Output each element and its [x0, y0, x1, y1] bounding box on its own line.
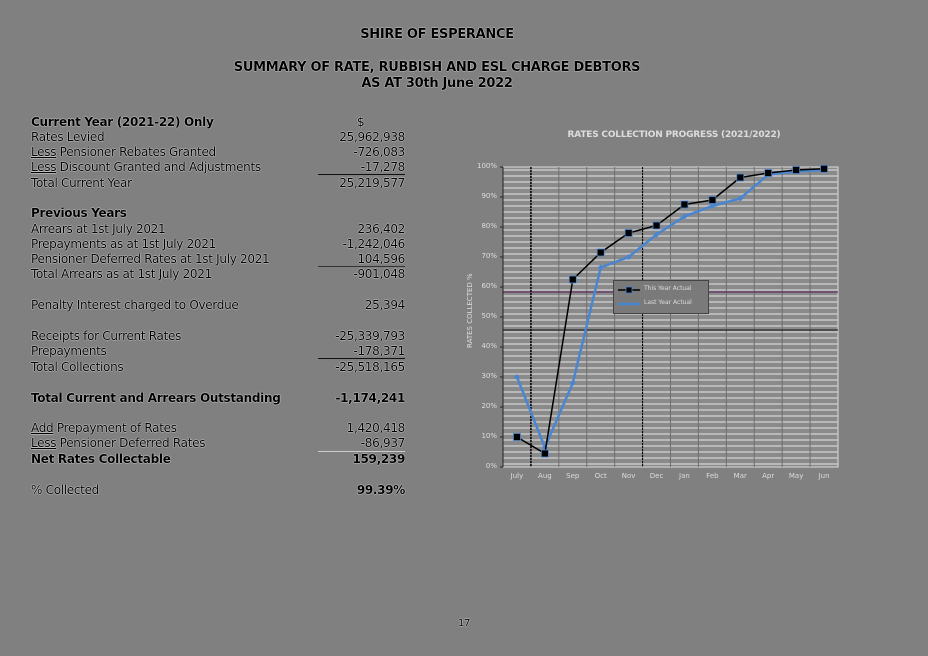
y-tick-label: 80%: [481, 222, 497, 230]
outstanding-label: Total Current and Arrears Outstanding: [31, 391, 281, 405]
x-tick-label: Oct: [594, 472, 607, 480]
current-year-heading: Current Year (2021-22) Only: [31, 115, 214, 129]
rates-levied-label: Rates Levied: [31, 130, 105, 144]
total-collections-value: -25,518,165: [335, 360, 405, 374]
legend-item-last-year: Last Year Actual: [618, 299, 708, 309]
arrears-value: 236,402: [357, 222, 405, 236]
x-tick-label: Aug: [538, 472, 552, 480]
divider: [318, 451, 405, 452]
report-date: AS AT 30th June 2022: [361, 76, 513, 91]
y-tick-label: 90%: [481, 192, 497, 200]
penalty-value: 25,394: [364, 298, 406, 312]
chart-legend: This Year Actual Last Year Actual: [613, 280, 709, 314]
less-deferred-label: Less Pensioner Deferred Rates: [31, 436, 206, 450]
total-collections-label: Total Collections: [31, 360, 124, 374]
outstanding-value: -1,174,241: [335, 391, 405, 405]
discount-label: Less Discount Granted and Adjustments: [31, 160, 261, 174]
y-tick-label: 20%: [481, 402, 497, 410]
chart-title: RATES COLLECTION PROGRESS (2021/2022): [567, 130, 781, 140]
x-tick-label: July: [510, 472, 524, 480]
x-tick-label: Dec: [649, 472, 664, 480]
y-tick-label: 60%: [481, 282, 497, 290]
legend-item-this-year: This Year Actual: [618, 285, 708, 295]
legend-line-icon: [618, 302, 640, 306]
rates-levied-value: 25,962,938: [339, 130, 405, 144]
x-tick-label: Nov: [621, 472, 636, 480]
net-rates-label: Net Rates Collectable: [31, 452, 171, 466]
prepayments-label: Prepayments as at 1st July 2021: [31, 237, 216, 251]
penalty-label: Penalty Interest charged to Overdue: [31, 298, 239, 312]
pensioner-rebates-label: Less Pensioner Rebates Granted: [31, 145, 216, 159]
total-arrears-value: -901,048: [353, 267, 405, 281]
total-current-year-label: Total Current Year: [31, 176, 132, 190]
page-number: 17: [458, 618, 471, 629]
deferred-rates-value: 104,596: [357, 252, 405, 266]
divider: [318, 358, 405, 359]
divider: [318, 174, 405, 175]
y-tick-label: 100%: [476, 162, 497, 170]
y-tick-label: 30%: [481, 372, 497, 380]
x-tick-label: Sep: [566, 472, 580, 480]
y-tick-label: 70%: [481, 252, 497, 260]
currency-symbol: $: [357, 115, 365, 129]
pensioner-rebates-value: -726,083: [353, 145, 405, 159]
percent-collected-label: % Collected: [31, 483, 99, 497]
y-tick-label: 50%: [481, 312, 497, 320]
divider: [318, 266, 405, 267]
x-tick-label: Feb: [706, 472, 719, 480]
net-rates-value: 159,239: [352, 452, 405, 466]
arrears-label: Arrears at 1st July 2021: [31, 222, 166, 236]
receipts-value: -25,339,793: [335, 329, 405, 343]
discount-value: -17,278: [360, 160, 406, 174]
x-tick-label: Jan: [679, 472, 690, 480]
less-deferred-value: -86,937: [360, 436, 406, 450]
previous-years-heading: Previous Years: [31, 206, 127, 220]
add-prepayment-value: 1,420,418: [346, 421, 406, 435]
collection-prepayments-label: Prepayments: [31, 344, 107, 358]
x-tick-label: May: [788, 472, 804, 480]
total-current-year-value: 25,219,577: [339, 176, 405, 190]
x-tick-label: Mar: [733, 472, 747, 480]
org-name: SHIRE OF ESPERANCE: [360, 27, 514, 42]
add-prepayment-label: Add Prepayment of Rates: [31, 421, 177, 435]
x-tick-label: Apr: [762, 472, 775, 480]
prepayments-value: -1,242,046: [342, 237, 406, 251]
report-title: SUMMARY OF RATE, RUBBISH AND ESL CHARGE …: [233, 60, 641, 75]
percent-collected-value: 99.39%: [356, 483, 405, 497]
y-tick-label: 40%: [481, 342, 497, 350]
receipts-label: Receipts for Current Rates: [31, 329, 182, 343]
y-tick-label: 10%: [481, 432, 497, 440]
deferred-rates-label: Pensioner Deferred Rates at 1st July 202…: [31, 252, 270, 266]
y-tick-label: 0%: [485, 462, 497, 470]
total-arrears-label: Total Arrears as at 1st July 2021: [31, 267, 212, 281]
collection-prepayments-value: -178,371: [353, 344, 405, 358]
x-tick-label: Jun: [818, 472, 830, 480]
legend-line-icon: [618, 286, 640, 294]
